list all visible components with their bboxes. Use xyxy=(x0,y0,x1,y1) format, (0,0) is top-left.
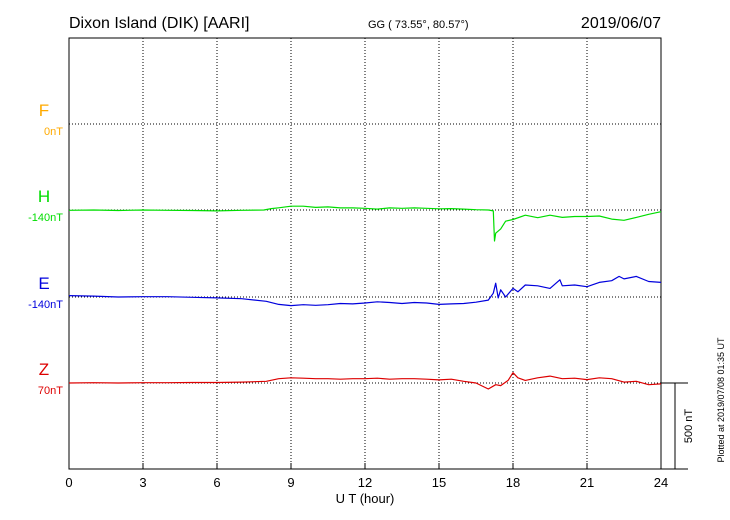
geographic-coordinates: GG ( 73.55°, 80.57°) xyxy=(368,19,469,31)
component-name-h: H xyxy=(38,187,50,206)
grid-lines xyxy=(69,38,661,469)
component-labels: F 0nT H -140nT E -140nT Z 70nT xyxy=(28,101,63,397)
series-line-e xyxy=(68,275,662,307)
x-tick-label: 6 xyxy=(213,475,220,490)
component-baseline-f: 0nT xyxy=(44,126,63,138)
chart-date: 2019/06/07 xyxy=(581,15,661,32)
x-tick-label: 21 xyxy=(580,475,594,490)
component-name-f: F xyxy=(39,101,49,120)
scale-bar: 500 nT xyxy=(661,382,695,470)
x-tick-label: 12 xyxy=(358,475,372,490)
x-tick-label: 24 xyxy=(654,475,668,490)
x-axis-label: U T (hour) xyxy=(336,491,395,506)
x-tick-label: 3 xyxy=(139,475,146,490)
station-title: Dixon Island (DIK) [AARI] xyxy=(69,15,250,32)
series-line-h xyxy=(68,205,662,242)
x-tick-label: 0 xyxy=(65,475,72,490)
series-line-z xyxy=(68,372,662,390)
plotted-timestamp: Plotted at 2019/07/08 01:35 UT xyxy=(716,337,726,463)
component-name-z: Z xyxy=(39,360,49,379)
series-lines xyxy=(68,205,662,390)
scale-bar-label: 500 nT xyxy=(683,409,695,444)
component-name-e: E xyxy=(38,274,49,293)
x-axis: 0 3 6 9 12 15 18 21 24 xyxy=(65,463,668,490)
component-baseline-h: -140nT xyxy=(28,212,63,224)
x-tick-label: 9 xyxy=(287,475,294,490)
x-tick-label: 18 xyxy=(506,475,520,490)
component-baseline-z: 70nT xyxy=(38,385,63,397)
component-baseline-e: -140nT xyxy=(28,299,63,311)
x-tick-label: 15 xyxy=(432,475,446,490)
